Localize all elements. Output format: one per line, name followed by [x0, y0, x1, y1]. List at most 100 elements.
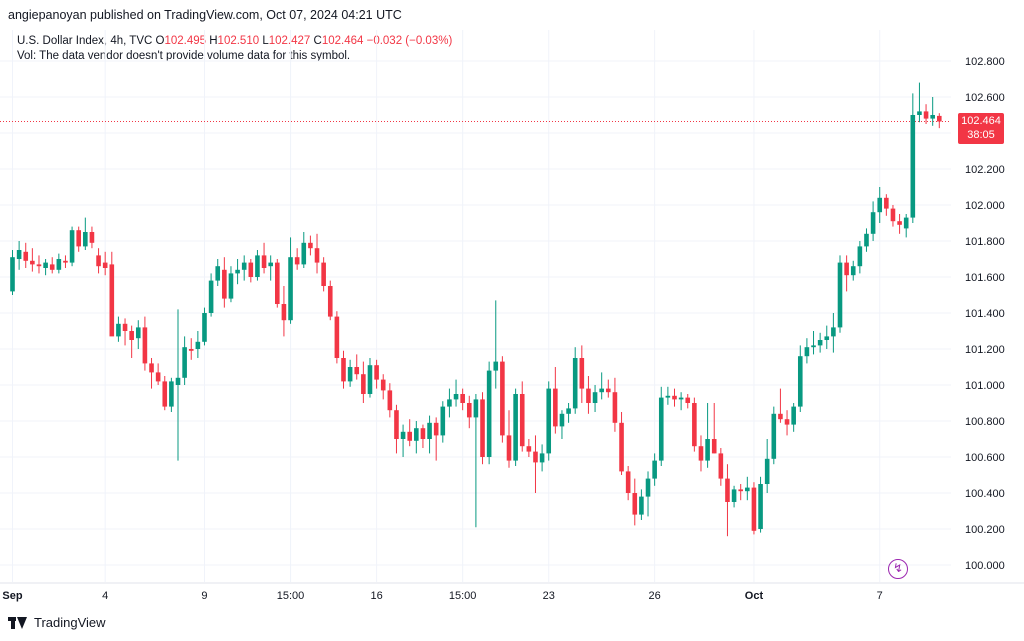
candle-body — [248, 262, 254, 277]
candle-body — [169, 381, 174, 407]
candle-body — [850, 266, 856, 276]
candle-body — [864, 233, 869, 247]
candle-body — [599, 388, 604, 393]
candle-body — [486, 370, 492, 457]
candle-body — [844, 262, 849, 276]
publisher-header: angiepanoyan published on TradingView.co… — [8, 8, 402, 22]
candle-body — [903, 217, 909, 229]
y-tick-label: 101.000 — [965, 380, 1005, 392]
x-tick-label: 16 — [370, 590, 382, 602]
candle-body — [149, 363, 154, 373]
candle-body — [917, 111, 922, 115]
candle-body — [897, 221, 902, 225]
candle-body — [466, 403, 472, 418]
candle-body — [877, 197, 883, 213]
candle-body — [831, 327, 836, 337]
candle-body — [500, 361, 505, 436]
y-tick-label: 102.800 — [965, 56, 1005, 68]
y-tick-label: 101.800 — [965, 236, 1005, 248]
candle-body — [639, 496, 644, 515]
high-label: H — [209, 35, 218, 47]
candle-body — [23, 251, 29, 261]
candle-body — [334, 316, 340, 358]
candle-body — [414, 428, 419, 441]
candle-body — [493, 361, 499, 371]
candle-body — [433, 422, 439, 436]
symbol-name[interactable]: U.S. Dollar Index, 4h, TVC — [17, 35, 153, 47]
candle-body — [222, 269, 227, 299]
candle-body — [513, 394, 518, 461]
tradingview-footer[interactable]: TradingView — [8, 615, 106, 630]
candle-body — [758, 484, 763, 529]
x-tick-label: 15:00 — [277, 590, 305, 602]
candle-body — [208, 280, 214, 313]
candle-body — [380, 379, 386, 391]
candle-body — [202, 313, 207, 342]
candle-body — [281, 304, 287, 321]
tradingview-logo-icon — [8, 616, 28, 629]
y-tick-label: 101.600 — [965, 272, 1005, 284]
candle-body — [559, 413, 565, 427]
candle-body — [586, 388, 591, 403]
candle-body — [579, 358, 585, 389]
candle-body — [261, 255, 267, 268]
candle-body — [533, 451, 538, 463]
candle-body — [301, 242, 307, 265]
candle-body — [215, 266, 221, 281]
candle-body — [506, 435, 512, 461]
candle-body — [228, 273, 234, 299]
candle-body — [804, 347, 810, 357]
candle-body — [857, 246, 863, 267]
candle-body — [824, 336, 830, 340]
candle-body — [116, 323, 121, 337]
candle-body — [625, 471, 631, 493]
candle-body — [155, 372, 161, 382]
candle-body — [69, 230, 75, 263]
candle-body — [923, 111, 929, 119]
candle-body — [294, 257, 300, 265]
candle-body — [394, 410, 399, 439]
candle-body — [751, 487, 757, 531]
y-tick-label: 102.200 — [965, 164, 1005, 176]
last-price-value: 102.464 — [961, 115, 1001, 128]
candle-body — [387, 390, 393, 411]
flash-icon[interactable]: ↯ — [888, 559, 908, 579]
candle-body — [778, 413, 783, 420]
candle-body — [374, 365, 379, 380]
candle-body — [890, 208, 896, 222]
symbol-legend: U.S. Dollar Index, 4h, TVC O102.495 H102… — [17, 34, 452, 64]
candle-body — [195, 341, 201, 349]
candle-body — [347, 367, 353, 382]
candle-body — [440, 406, 446, 436]
y-tick-label: 100.800 — [965, 416, 1005, 428]
candle-body — [658, 397, 664, 461]
close-label: C — [313, 35, 322, 47]
candle-body — [235, 269, 240, 274]
candle-body — [83, 232, 88, 247]
candle-body — [572, 358, 578, 409]
candle-body — [837, 262, 843, 328]
candle-body — [109, 264, 115, 337]
candle-body — [49, 264, 55, 270]
candle-body — [10, 257, 15, 292]
y-tick-label: 102.600 — [965, 92, 1005, 104]
candle-body — [407, 431, 412, 441]
candle-body — [447, 399, 452, 407]
candle-body — [76, 230, 81, 247]
candle-body — [122, 323, 128, 331]
bar-countdown: 38:05 — [967, 129, 995, 142]
candle-body — [612, 392, 618, 423]
candle-body — [797, 356, 803, 407]
candle-body — [771, 413, 777, 459]
candle-body — [791, 406, 796, 425]
change-value: −0.032 (−0.03%) — [366, 35, 453, 47]
candle-body — [745, 487, 750, 492]
candle-body — [175, 377, 181, 385]
candle-body — [546, 388, 552, 454]
candle-body — [910, 115, 916, 218]
last-price-badge: 102.464 38:05 — [958, 113, 1004, 145]
candle-body — [652, 460, 657, 479]
candle-body — [606, 388, 611, 393]
candle-body — [870, 212, 876, 234]
